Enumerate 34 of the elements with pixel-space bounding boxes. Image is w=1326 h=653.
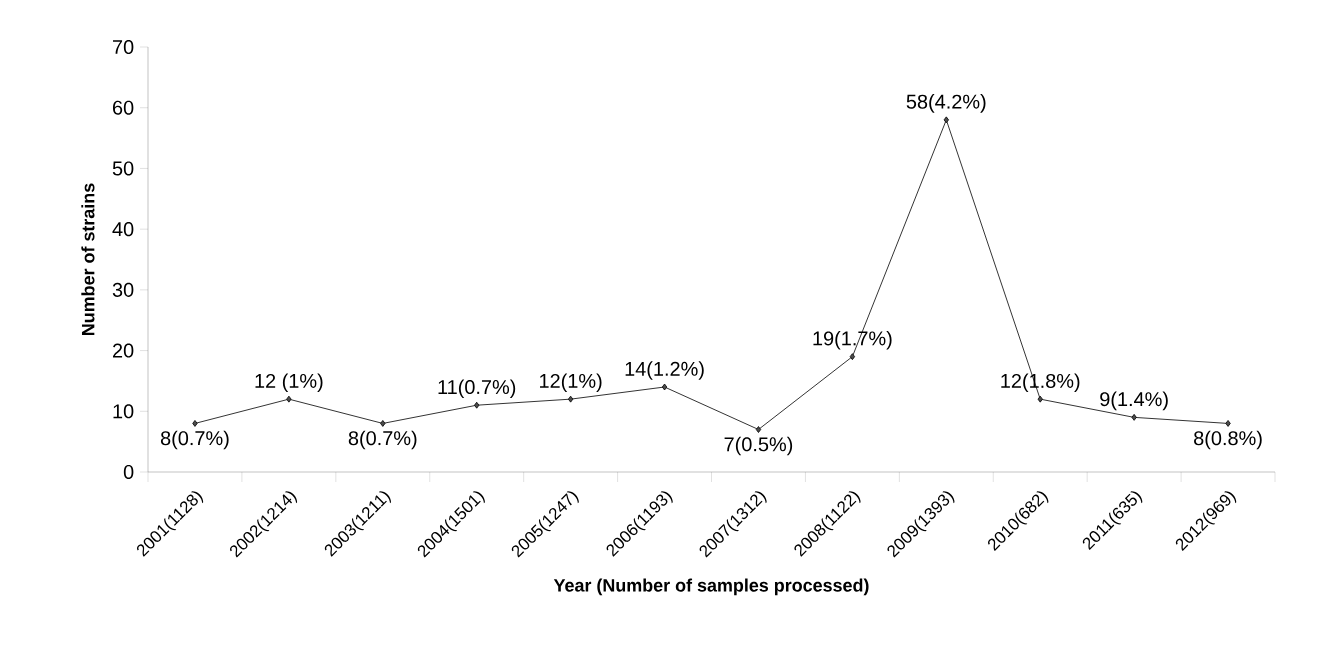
x-axis-title: Year (Number of samples processed) [553,578,869,596]
y-tick-label: 0 [123,464,134,480]
data-label: 11(0.7%) [438,379,516,399]
point [286,395,292,403]
point [755,426,762,433]
y-tick-label: 50 [112,161,134,176]
data-label: 12(1.8%) [1001,373,1080,392]
y-tick-label: 60 [113,100,134,115]
point [1037,395,1043,403]
data-label: 8(0.8%) [1194,430,1262,450]
point [661,383,668,391]
data-label: 12(1%) [540,373,602,392]
point [192,420,198,427]
data-label: 12 (1%) [255,373,323,392]
y-tick-label: 70 [113,39,134,55]
y-tick-label: 20 [112,343,134,358]
data-label: 19(1.7%) [813,330,892,350]
point [1131,413,1137,421]
data-label: 8(0.7%) [348,430,417,450]
point [380,420,386,427]
y-axis-title: Number of strains [81,183,95,336]
point [1225,420,1231,427]
data-label: 58(4.2%) [906,94,986,113]
data-label: 9(1.4%) [1100,391,1168,411]
data-label: 14(1.2%) [625,361,704,380]
y-tick-label: 10 [113,404,134,419]
data-label: 7(0.5%) [724,436,793,456]
data-label: 8(0.7%) [160,430,229,450]
y-tick-label: 40 [112,222,134,237]
point [849,353,856,361]
point [567,395,574,403]
y-tick-label: 30 [112,282,134,297]
point [943,116,949,124]
point [474,401,480,409]
